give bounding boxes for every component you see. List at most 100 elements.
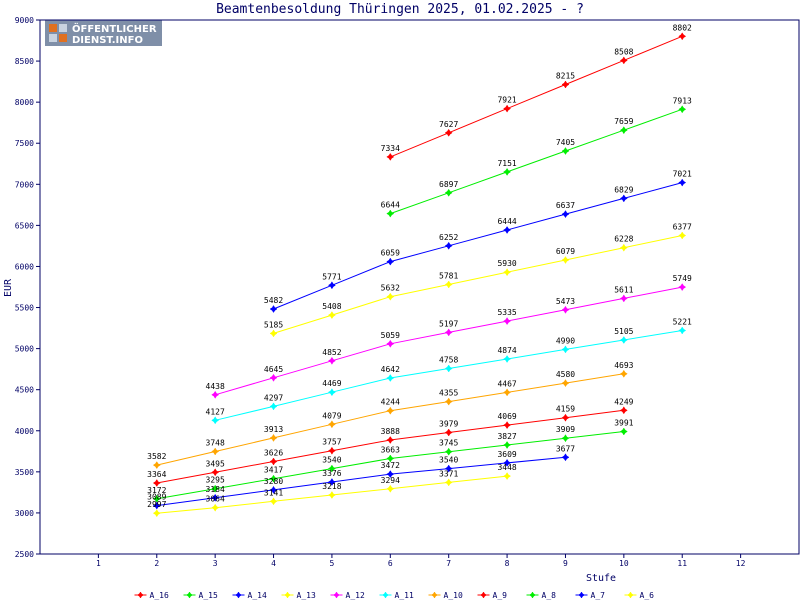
data-label: 6637: [556, 201, 575, 210]
data-label: 3064: [206, 495, 225, 504]
data-label: 8802: [673, 23, 692, 32]
legend-label: A_12: [346, 591, 365, 600]
y-tick-label: 8500: [15, 57, 34, 66]
data-point: [152, 509, 161, 518]
data-point: [561, 434, 570, 443]
data-label: 7405: [556, 138, 575, 147]
data-label: 6897: [439, 180, 458, 189]
data-point: [211, 447, 220, 456]
data-label: 6252: [439, 233, 458, 242]
data-point: [327, 311, 336, 320]
data-label: 5781: [439, 271, 458, 280]
data-point: [444, 397, 453, 406]
data-point: [678, 105, 687, 114]
data-label: 3376: [322, 469, 341, 478]
legend-label: A_15: [199, 591, 218, 600]
data-label: 5221: [673, 317, 692, 326]
data-label: 3417: [264, 466, 283, 475]
series-line-a-15: [390, 108, 683, 215]
y-tick-label: 3500: [15, 468, 34, 477]
data-label: 5185: [264, 320, 283, 329]
data-point: [561, 147, 570, 155]
data-point: [386, 374, 395, 382]
data-label: 3748: [206, 438, 225, 447]
data-point: [269, 457, 278, 466]
data-point: [386, 484, 395, 493]
data-label: 3472: [381, 461, 400, 470]
y-tick-label: 3000: [15, 509, 34, 518]
legend-item-a-14: A_14: [232, 591, 267, 600]
data-point: [503, 268, 512, 277]
y-tick-label: 2500: [15, 550, 34, 559]
data-label: 7921: [497, 96, 516, 105]
data-label: 3089: [147, 493, 166, 502]
legend-label: A_6: [640, 591, 655, 600]
data-point: [503, 317, 512, 326]
data-label: 3827: [497, 432, 516, 441]
legend-item-a-6: A_6: [624, 591, 655, 600]
data-label: 4438: [206, 382, 225, 391]
data-label: 4580: [556, 370, 575, 379]
data-point: [269, 402, 278, 411]
legend-marker: [431, 591, 438, 599]
legend: A_16 A_15 A_14 A_13 A_12 A_11 A_10 A_9 A_8 A_7 A_6: [134, 591, 655, 600]
data-label: 3663: [381, 445, 400, 454]
y-tick-label: 5000: [15, 345, 34, 354]
y-tick-label: 9000: [15, 16, 34, 25]
data-point: [561, 413, 570, 422]
data-point: [619, 243, 628, 252]
data-label: 4852: [322, 348, 341, 357]
data-point: [503, 472, 512, 481]
data-label: 3295: [206, 476, 225, 485]
series-line-a-7: [156, 456, 566, 507]
y-tick-label: 5500: [15, 304, 34, 313]
data-label: 2997: [147, 500, 166, 509]
data-point: [152, 501, 161, 510]
data-point: [386, 339, 395, 348]
y-tick-label: 8000: [15, 98, 34, 107]
data-point: [152, 479, 161, 487]
data-label: 7627: [439, 120, 458, 129]
data-point: [444, 188, 453, 197]
data-point: [619, 369, 628, 378]
data-point: [386, 454, 395, 463]
data-label: 3294: [381, 476, 400, 485]
legend-marker: [382, 591, 389, 599]
data-point: [211, 416, 220, 425]
data-point: [327, 388, 336, 397]
data-label: 5930: [497, 259, 516, 268]
data-point: [619, 194, 628, 203]
data-point: [503, 458, 512, 467]
data-label: 5335: [497, 308, 516, 317]
data-point: [503, 421, 512, 430]
data-point: [444, 280, 453, 289]
x-axis-label: Stufe: [586, 573, 616, 584]
x-tick-label: 8: [505, 559, 510, 568]
x-tick-label: 10: [619, 559, 629, 568]
data-point: [561, 453, 570, 462]
data-label: 4127: [206, 407, 225, 416]
data-point: [152, 461, 161, 470]
data-label: 3909: [556, 425, 575, 434]
data-point: [269, 373, 278, 382]
data-label: 4874: [497, 346, 516, 355]
data-label: 4758: [439, 355, 458, 364]
data-point: [503, 355, 512, 363]
legend-label: A_8: [542, 591, 557, 600]
data-point: [444, 328, 453, 337]
data-label: 5771: [322, 272, 341, 281]
data-point: [503, 441, 512, 449]
data-point: [327, 356, 336, 365]
legend-item-a-10: A_10: [428, 591, 463, 600]
data-point: [269, 485, 278, 494]
x-tick-label: 6: [388, 559, 393, 568]
data-label: 4642: [381, 365, 400, 374]
legend-label: A_16: [150, 591, 169, 600]
legend-label: A_14: [248, 591, 267, 600]
data-label: 4469: [322, 379, 341, 388]
y-tick-label: 6500: [15, 221, 34, 230]
data-point: [327, 491, 336, 499]
data-label: 5408: [322, 302, 341, 311]
